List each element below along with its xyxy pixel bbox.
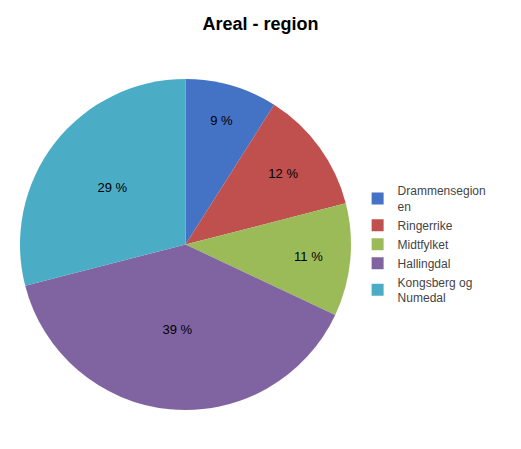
svg-text:Drammensegionen: Drammensegionen [398,184,486,214]
svg-text:11 %: 11 % [294,249,323,264]
svg-text:Kongsberg ogNumedal: Kongsberg ogNumedal [398,276,473,306]
svg-text:Hallingdal: Hallingdal [398,257,451,271]
svg-text:Midtfylket: Midtfylket [398,238,449,252]
svg-text:39 %: 39 % [162,322,192,337]
svg-text:Ringerrike: Ringerrike [398,219,453,233]
svg-text:9 %: 9 % [210,113,233,128]
svg-text:29 %: 29 % [97,180,127,195]
svg-text:12 %: 12 % [268,166,298,181]
svg-text:Areal - region: Areal - region [202,14,318,34]
